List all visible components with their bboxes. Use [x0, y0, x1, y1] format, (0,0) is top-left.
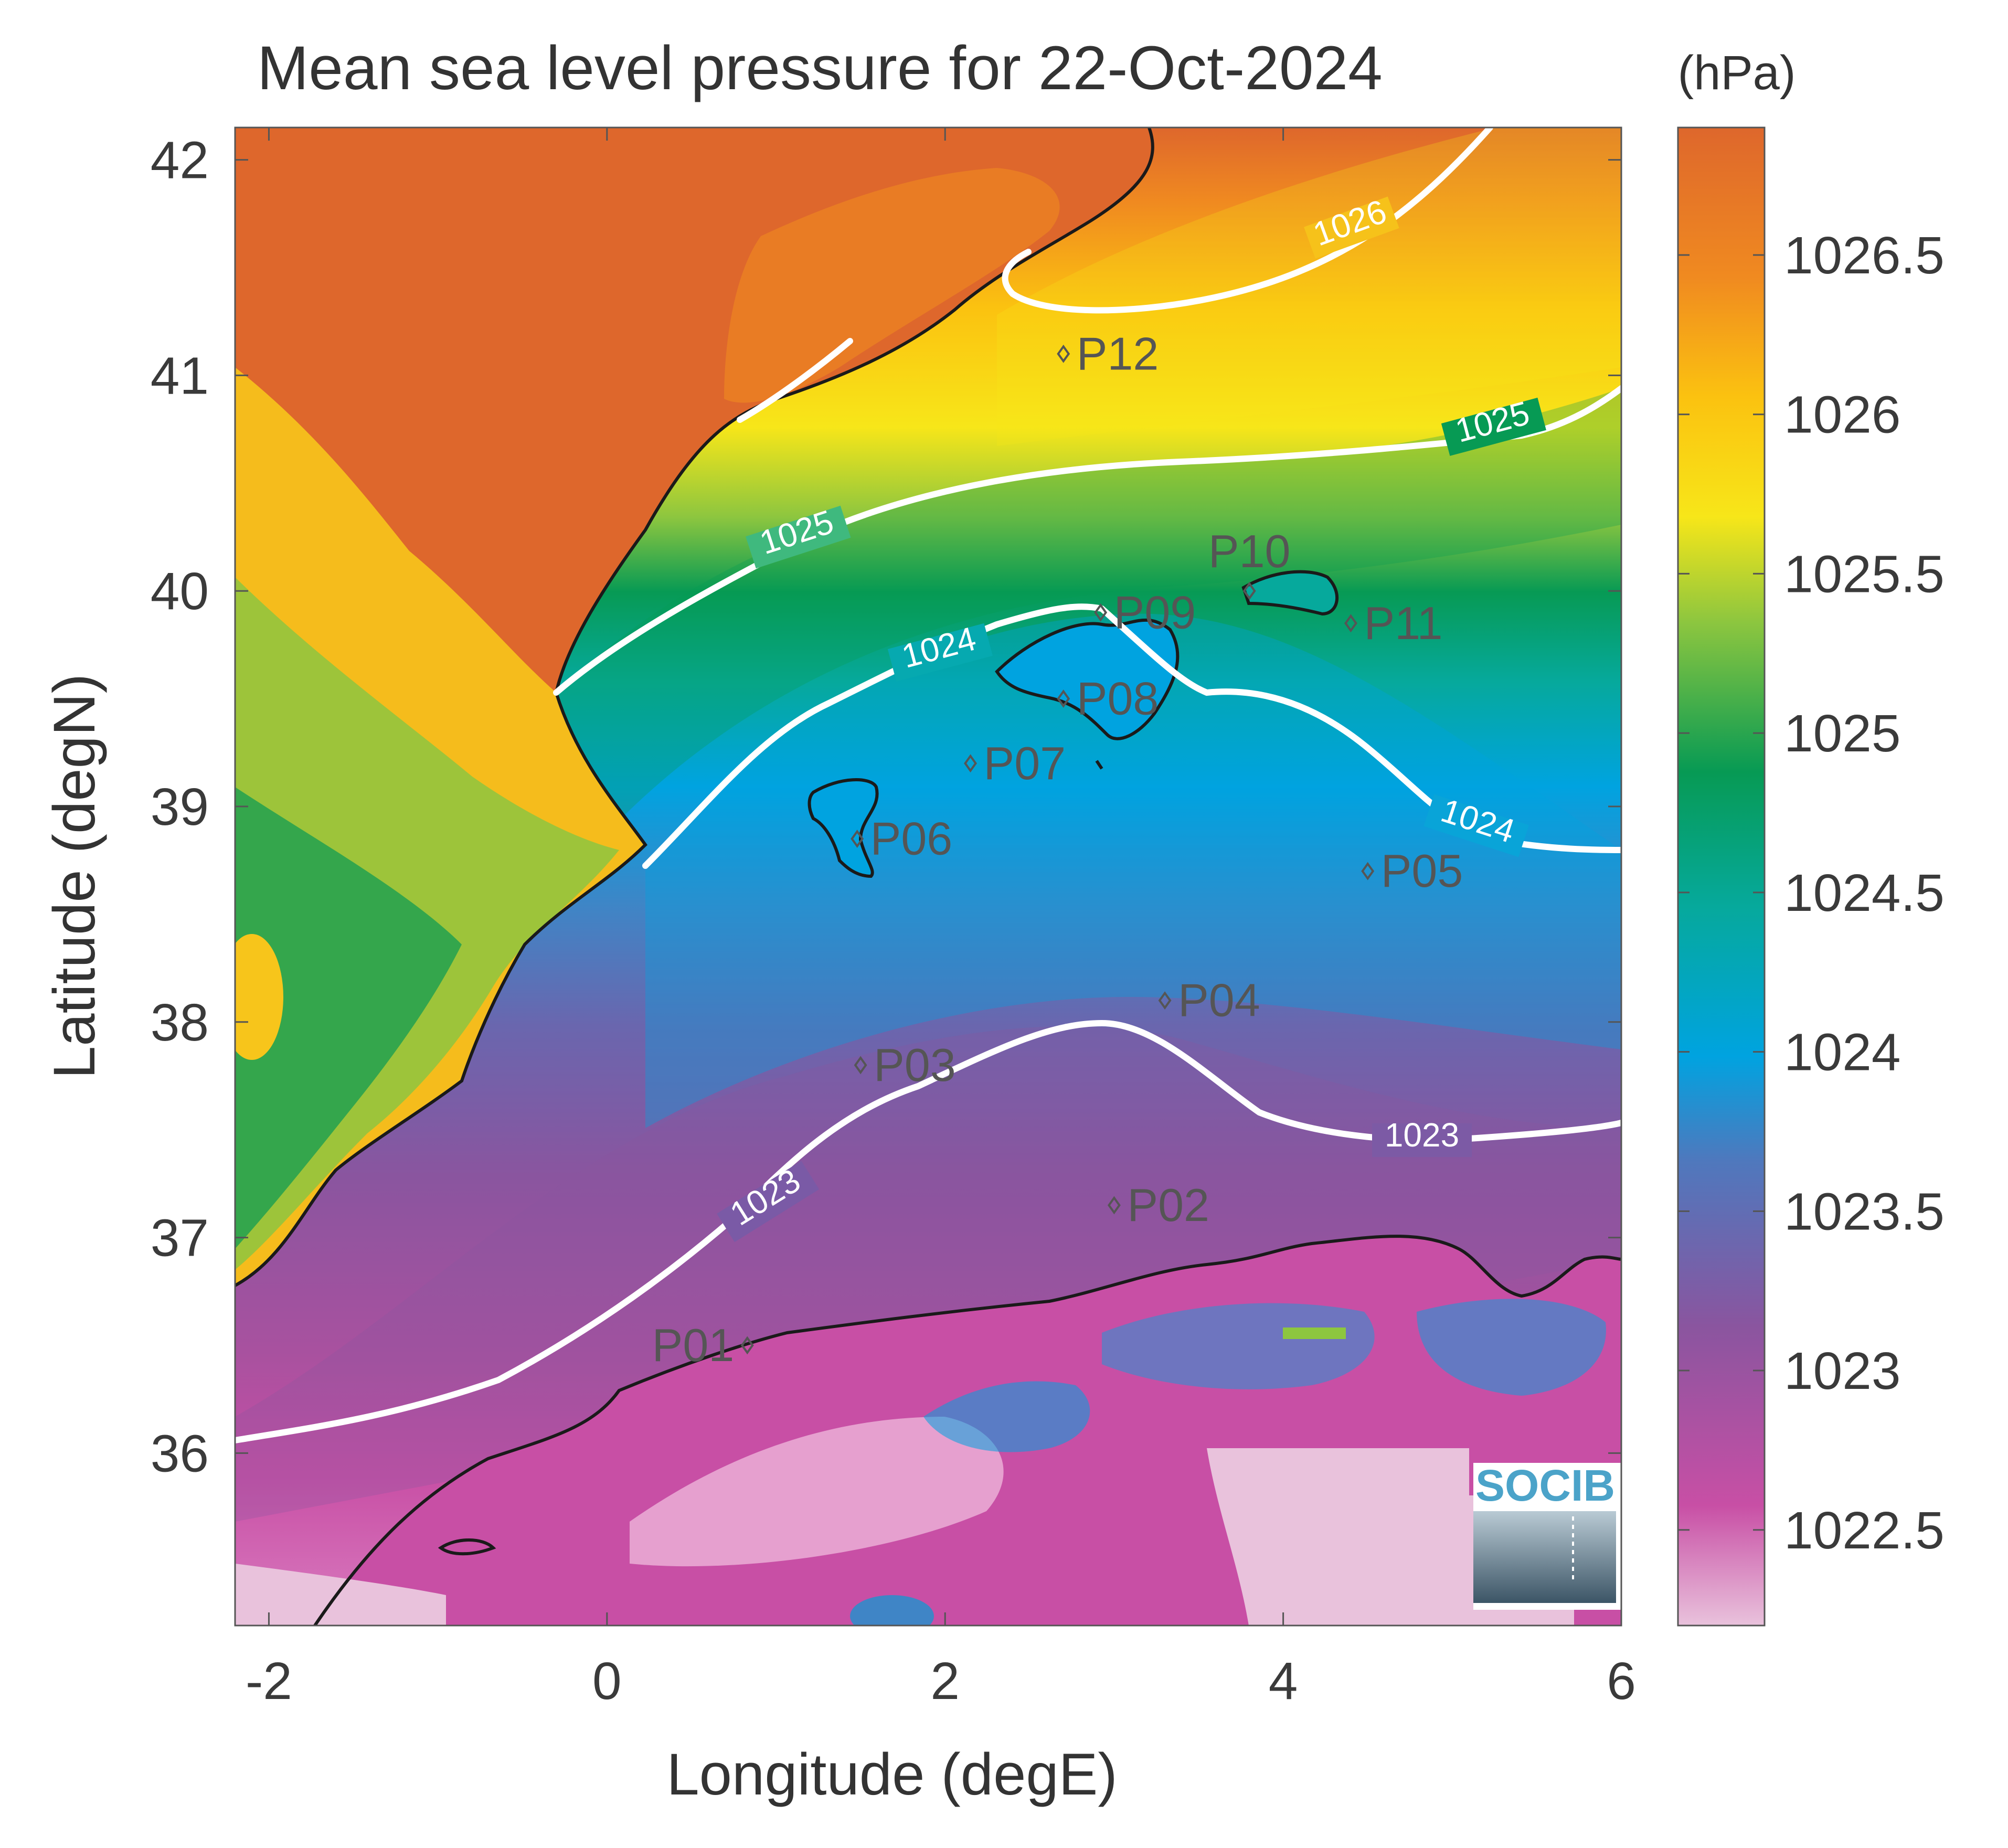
y-tick-label: 42 [151, 131, 209, 190]
land-africa-blue-1 [923, 1381, 1090, 1452]
point-marker [851, 830, 864, 848]
colorbar-tick-label: 1026.5 [1784, 226, 1945, 285]
y-tick-label: 36 [151, 1424, 209, 1483]
point-marker [1361, 862, 1375, 880]
x-tick-label: 4 [1269, 1652, 1298, 1711]
coastline-cabrera [1095, 760, 1103, 770]
socib-logo: SOCIB [1473, 1461, 1621, 1610]
sea-band-yellow [997, 128, 1621, 446]
coastline-mallorca [995, 618, 1180, 740]
x-tick-label: 0 [592, 1652, 622, 1711]
y-tick-label: 41 [151, 346, 209, 405]
y-tick-label: 40 [151, 562, 209, 621]
point-marker [1094, 603, 1108, 622]
point-label: P09 [1114, 586, 1196, 638]
contour-label: 1023 [1385, 1116, 1459, 1154]
chart-title: Mean sea level pressure for 22-Oct-2024 [257, 34, 1383, 103]
point-label: P07 [984, 737, 1066, 789]
isobar-1026 [1002, 128, 1493, 314]
x-axis-label: Longitude (degE) [666, 1741, 1117, 1807]
x-tick-label: 6 [1607, 1652, 1636, 1711]
y-tick-label: 39 [151, 778, 209, 836]
colorbar [1677, 126, 1766, 1627]
sea-band-green [556, 388, 1621, 866]
land-iberia-orange [724, 168, 1060, 403]
point-label: P10 [1208, 525, 1291, 577]
point-marker [1057, 344, 1070, 363]
point-marker [1344, 614, 1357, 633]
colorbar-tick-label: 1025.5 [1784, 545, 1945, 603]
land-africa-blue-2 [1102, 1303, 1375, 1389]
logo-text: SOCIB [1475, 1461, 1615, 1510]
y-tick-label: 38 [151, 993, 209, 1052]
land-africa-light [630, 1417, 1004, 1567]
coastline-alboran [438, 1538, 496, 1556]
contour-labels: 1026 1025 1025 1024 1024 1023 1023 [717, 192, 1546, 1242]
point-label: P04 [1178, 974, 1260, 1026]
point-label: P05 [1381, 845, 1463, 897]
point-label: P12 [1077, 327, 1159, 379]
point-marker [1107, 1196, 1121, 1215]
point-label: P01 [652, 1319, 735, 1371]
coastline-menorca [1241, 570, 1338, 616]
colorbar-tick-label: 1024.5 [1784, 864, 1945, 922]
point-label: P02 [1127, 1179, 1209, 1231]
x-tick-label: -2 [246, 1652, 292, 1711]
x-axis-ticks: -2 0 2 4 6 [246, 128, 1636, 1711]
point-label: P03 [874, 1039, 956, 1091]
contour-label-bg [1423, 794, 1529, 857]
point-marker [854, 1056, 867, 1075]
contour-label-bg [1441, 397, 1546, 456]
contour-label-bg [746, 505, 851, 569]
coastline-africa [313, 1235, 1621, 1626]
colorbar-tick-label: 1024 [1784, 1023, 1900, 1082]
island-ibiza [809, 780, 877, 876]
sea-band-blue [645, 613, 1621, 1128]
point-marker [1158, 991, 1172, 1010]
contour-label-bg [1304, 196, 1399, 259]
coastline-ibiza [808, 778, 879, 878]
contour-label-bg [717, 1161, 820, 1242]
colorbar-tick-label: 1022.5 [1784, 1501, 1945, 1560]
point-marker [1057, 689, 1070, 708]
colorbar-ticks: 1026.5 1026 1025.5 1025 1024.5 1024 1023.5 1023… [1678, 226, 1945, 1560]
colorbar-tick-label: 1023.5 [1784, 1182, 1945, 1241]
y-axis-label: Latitude (degN) [41, 674, 107, 1079]
point-label: P08 [1077, 673, 1159, 725]
land-yellow-patch [235, 934, 283, 1060]
contour-label-bg [887, 623, 993, 682]
colorbar-tick-label: 1025 [1784, 704, 1900, 763]
point-marker [964, 754, 978, 773]
y-tick-label: 37 [151, 1209, 209, 1268]
land-africa-green-spot [1283, 1327, 1346, 1339]
land-iberia-darkgreen [235, 787, 462, 1249]
colorbar-tick-label: 1023 [1784, 1342, 1900, 1400]
island-mallorca [997, 620, 1178, 739]
point-label: P06 [870, 813, 953, 865]
contour-label-bg [1372, 1123, 1472, 1157]
colorbar-unit: (hPa) [1678, 46, 1796, 100]
point-marker [740, 1336, 754, 1355]
colorbar-tick-label: 1026 [1784, 386, 1900, 444]
y-axis-ticks: 42 41 40 39 38 37 36 [151, 131, 1621, 1483]
map-area: 1026 1025 1025 1024 1024 1023 1023 P01P0… [235, 128, 1621, 1626]
sea-band-purple [235, 1026, 1621, 1522]
logo-graphic [1473, 1511, 1616, 1603]
x-tick-label: 2 [930, 1652, 960, 1711]
land-blue-spot [850, 1595, 934, 1626]
land-africa-blue-3 [1417, 1299, 1606, 1396]
map-frame [234, 126, 1622, 1627]
point-marker [1242, 581, 1256, 600]
land-sw-pale [235, 1564, 446, 1626]
isobar-1026-west [737, 338, 853, 423]
point-label: P11 [1364, 597, 1442, 649]
